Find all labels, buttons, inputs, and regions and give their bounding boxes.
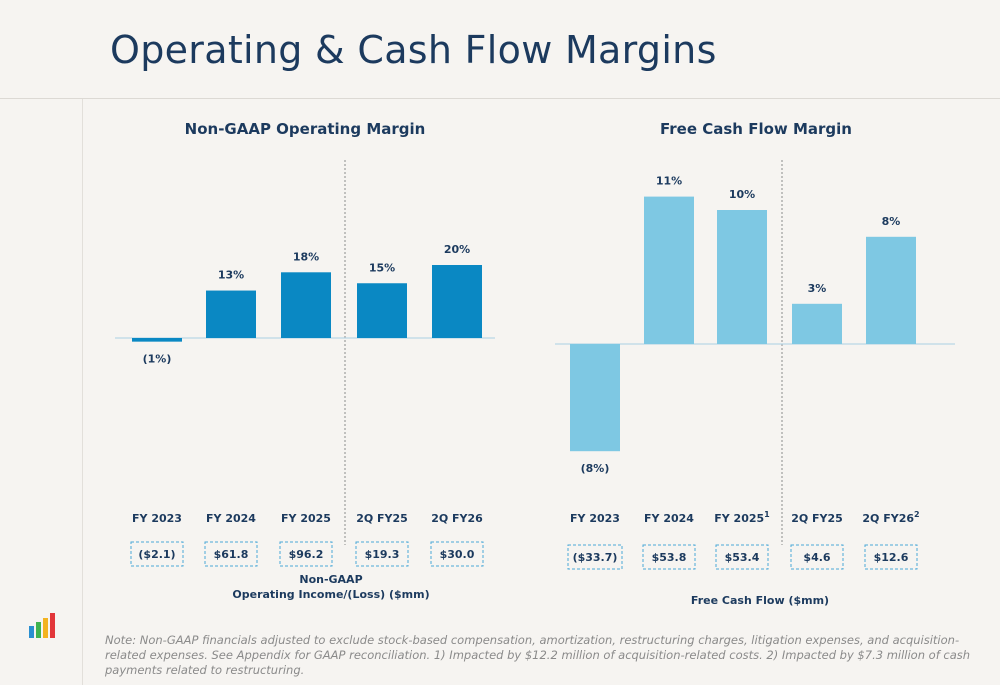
opmargin-data-label: 13% — [218, 269, 244, 282]
opmargin-bar — [206, 290, 256, 338]
left-margin-rule — [82, 99, 83, 685]
opmargin-data-label: 15% — [369, 261, 395, 274]
fcf-value-box — [715, 544, 769, 570]
opmargin-category-label: 2Q FY25 — [356, 512, 408, 525]
opmargin-value-box-text: $61.8 — [214, 548, 249, 561]
fcf-value-box-text: $53.8 — [652, 551, 687, 564]
title-divider — [0, 98, 1000, 99]
opmargin-footer-label: Non-GAAP — [299, 573, 362, 586]
fcf-value-box-text: $53.4 — [725, 551, 760, 564]
fcf-bar — [570, 344, 620, 452]
opmargin-value-box-text: $96.2 — [289, 548, 324, 561]
page-title: Operating & Cash Flow Margins — [110, 28, 717, 72]
fcf-chart-title: Free Cash Flow Margin — [660, 120, 852, 138]
fcf-footer-label: Free Cash Flow ($mm) — [691, 594, 829, 607]
fcf-bar — [866, 236, 916, 344]
fcf-value-box-text: $12.6 — [874, 551, 909, 564]
fcf-value-box — [864, 544, 918, 570]
opmargin-footer-label: Operating Income/(Loss) ($mm) — [232, 588, 429, 601]
opmargin-value-box — [279, 541, 333, 567]
company-logo-icon — [29, 613, 55, 638]
fcf-data-label: 8% — [882, 215, 901, 228]
fcf-category-label: FY 2024 — [644, 512, 694, 525]
opmargin-bar — [357, 283, 407, 338]
opmargin-bar — [132, 338, 182, 342]
fcf-category-label: FY 20251 — [714, 510, 770, 525]
opmargin-value-box-text: ($2.1) — [138, 548, 175, 561]
opmargin-chart-title: Non-GAAP Operating Margin — [185, 120, 426, 138]
opmargin-category-label: 2Q FY26 — [431, 512, 483, 525]
opmargin-value-box — [130, 541, 184, 567]
fcf-category-label: FY 2023 — [570, 512, 620, 525]
fcf-data-label: 10% — [729, 188, 755, 201]
fcf-data-label: (8%) — [581, 462, 610, 475]
opmargin-value-box-text: $19.3 — [365, 548, 400, 561]
opmargin-data-label: (1%) — [143, 353, 172, 366]
fcf-data-label: 11% — [656, 175, 682, 188]
fcf-category-label: 2Q FY262 — [862, 510, 919, 525]
fcf-value-box-text: ($33.7) — [573, 551, 618, 564]
fcf-category-label: 2Q FY25 — [791, 512, 843, 525]
fcf-value-box — [790, 544, 844, 570]
fcf-data-label: 3% — [808, 282, 827, 295]
opmargin-category-label: FY 2025 — [281, 512, 331, 525]
fcf-bar — [792, 303, 842, 344]
opmargin-value-box — [430, 541, 484, 567]
fcf-bar — [644, 196, 694, 344]
opmargin-category-label: FY 2023 — [132, 512, 182, 525]
footnote: Note: Non-GAAP financials adjusted to ex… — [105, 633, 971, 677]
fcf-value-box — [642, 544, 696, 570]
fcf-value-box-text: $4.6 — [803, 551, 830, 564]
opmargin-bar — [432, 265, 482, 338]
opmargin-data-label: 20% — [444, 243, 470, 256]
opmargin-bar — [281, 272, 331, 338]
opmargin-value-box — [204, 541, 258, 567]
fcf-bar — [717, 210, 767, 344]
opmargin-value-box-text: $30.0 — [440, 548, 475, 561]
opmargin-data-label: 18% — [293, 250, 319, 263]
fcf-value-box — [567, 544, 623, 570]
opmargin-value-box — [355, 541, 409, 567]
opmargin-category-label: FY 2024 — [206, 512, 256, 525]
